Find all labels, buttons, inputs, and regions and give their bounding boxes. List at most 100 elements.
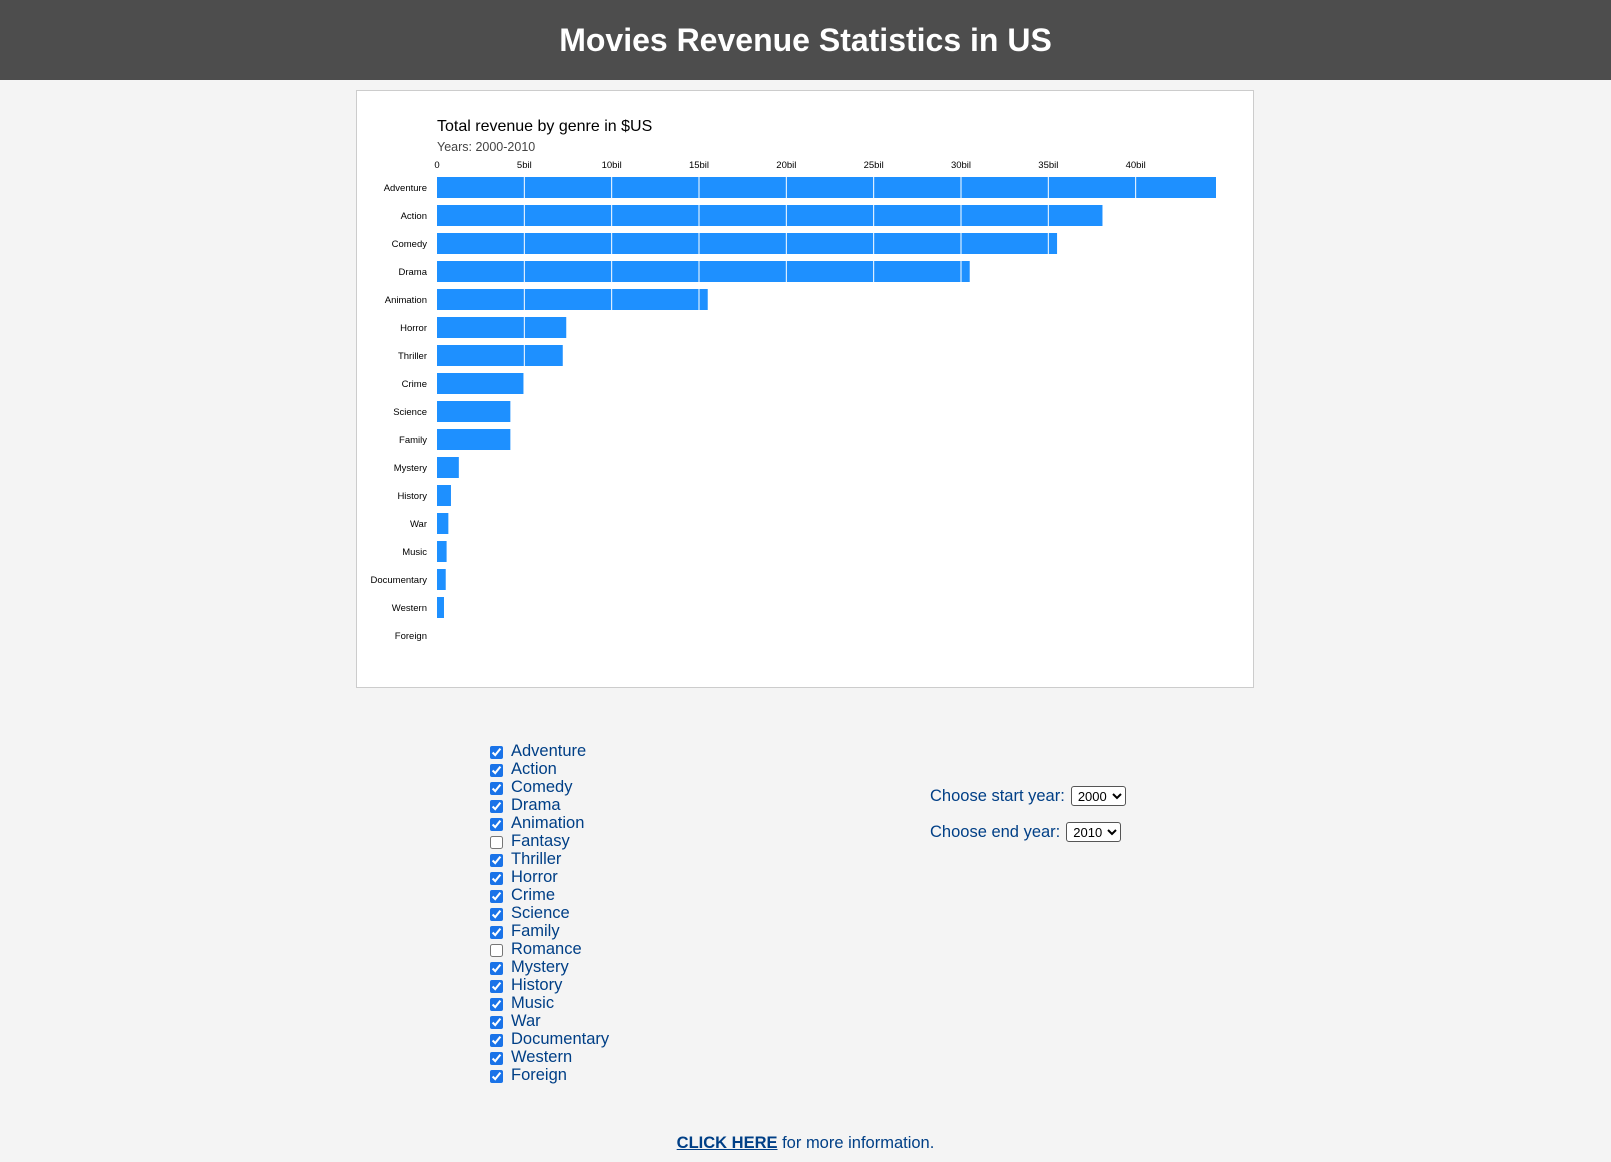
genre-checkbox[interactable]	[490, 979, 503, 993]
bar-family[interactable]	[437, 429, 511, 450]
category-label: Horror	[400, 323, 427, 334]
genre-item[interactable]: Romance	[490, 940, 609, 958]
genre-checkbox[interactable]	[490, 853, 503, 867]
end-year-row: Choose end year: 2010	[930, 822, 1126, 842]
bar-science[interactable]	[437, 401, 511, 422]
category-label: War	[410, 519, 427, 530]
genre-checkbox[interactable]	[490, 835, 503, 849]
bar-western[interactable]	[437, 597, 444, 618]
genre-label: Adventure	[511, 742, 587, 760]
y-axis-category-labels: Adventure Action Comedy Drama Animation Horro…	[371, 183, 428, 642]
category-label: Music	[402, 547, 427, 558]
genre-checkbox[interactable]	[490, 907, 503, 921]
genre-item[interactable]: History	[490, 976, 609, 994]
category-label: Western	[392, 603, 427, 614]
genre-item[interactable]: Thriller	[490, 850, 609, 868]
genre-label: Fantasy	[511, 832, 570, 850]
page-title: Movies Revenue Statistics in US	[559, 21, 1052, 58]
genre-label: Thriller	[511, 850, 562, 868]
genre-checkbox[interactable]	[490, 817, 503, 831]
genre-checkbox[interactable]	[490, 871, 503, 885]
category-label: Documentary	[371, 575, 428, 586]
genre-checkbox[interactable]	[490, 1015, 503, 1029]
more-info-link[interactable]: CLICK HERE	[676, 1134, 778, 1152]
chart-card: Total revenue by genre in $US Years: 200…	[356, 90, 1254, 688]
bar-mystery[interactable]	[437, 457, 459, 478]
start-year-label: Choose start year:	[930, 786, 1065, 805]
bar-history[interactable]	[437, 485, 451, 506]
genre-label: Foreign	[511, 1066, 567, 1084]
genre-label: History	[511, 976, 563, 994]
genre-item[interactable]: Horror	[490, 868, 609, 886]
start-year-row: Choose start year: 2000	[930, 786, 1126, 806]
genre-label: Documentary	[511, 1030, 610, 1048]
category-label: Family	[399, 435, 427, 446]
footer: CLICK HERE for more information.	[0, 1134, 1611, 1153]
genre-item[interactable]: Drama	[490, 796, 609, 814]
x-tick-label: 20bil	[776, 160, 796, 171]
bar-action[interactable]	[437, 205, 1103, 226]
category-label: Science	[393, 407, 427, 418]
genre-item[interactable]: Foreign	[490, 1066, 609, 1084]
bar-drama[interactable]	[437, 261, 970, 282]
category-label: Drama	[398, 267, 427, 278]
page-header: Movies Revenue Statistics in US	[0, 0, 1611, 80]
bar-adventure[interactable]	[437, 177, 1216, 198]
genre-item[interactable]: Action	[490, 760, 609, 778]
genre-item[interactable]: War	[490, 1012, 609, 1030]
end-year-label: Choose end year:	[930, 822, 1061, 841]
category-label: Mystery	[394, 463, 428, 474]
genre-label: War	[511, 1012, 541, 1030]
bar-documentary[interactable]	[437, 569, 446, 590]
x-tick-label: 25bil	[864, 160, 884, 171]
genre-checkbox[interactable]	[490, 1051, 503, 1065]
genre-item[interactable]: Mystery	[490, 958, 609, 976]
bar-thriller[interactable]	[437, 345, 563, 366]
bar-comedy[interactable]	[437, 233, 1058, 254]
category-label: Adventure	[384, 183, 427, 194]
genre-item[interactable]: Adventure	[490, 742, 609, 760]
genre-checkbox[interactable]	[490, 1069, 503, 1083]
bar-war[interactable]	[437, 513, 449, 534]
genre-checkbox[interactable]	[490, 925, 503, 939]
genre-item[interactable]: Animation	[490, 814, 609, 832]
category-label: Action	[401, 211, 427, 222]
genre-checkbox[interactable]	[490, 763, 503, 777]
bar-music[interactable]	[437, 541, 447, 562]
genre-label: Comedy	[511, 778, 573, 796]
bar-animation[interactable]	[437, 289, 708, 310]
genre-item[interactable]: Comedy	[490, 778, 609, 796]
genre-checkbox[interactable]	[490, 997, 503, 1011]
genre-item[interactable]: Fantasy	[490, 832, 609, 850]
start-year-select[interactable]: 2000	[1070, 786, 1126, 806]
genre-item[interactable]: Family	[490, 922, 609, 940]
genre-checkbox[interactable]	[490, 745, 503, 759]
genre-checkbox[interactable]	[490, 889, 503, 903]
bar-horror[interactable]	[437, 317, 567, 338]
genre-checkbox[interactable]	[490, 799, 503, 813]
category-label: Thriller	[398, 351, 427, 362]
genre-label: Family	[511, 922, 560, 940]
genre-label: Mystery	[511, 958, 569, 976]
x-tick-label: 5bil	[517, 160, 532, 171]
genre-label: Horror	[511, 868, 558, 886]
genre-item[interactable]: Western	[490, 1048, 609, 1066]
bar-crime[interactable]	[437, 373, 524, 394]
genre-checkbox[interactable]	[490, 943, 503, 957]
end-year-select[interactable]: 2010	[1066, 822, 1122, 842]
genre-checkbox[interactable]	[490, 1033, 503, 1047]
bars-group	[437, 177, 1216, 618]
genre-label: Romance	[511, 940, 582, 958]
genre-item[interactable]: Crime	[490, 886, 609, 904]
x-tick-label: 15bil	[689, 160, 709, 171]
genre-label: Animation	[511, 814, 585, 832]
category-label: Foreign	[395, 631, 427, 642]
genre-item[interactable]: Documentary	[490, 1030, 609, 1048]
genre-label: Crime	[511, 886, 555, 904]
genre-item[interactable]: Music	[490, 994, 609, 1012]
genre-checkbox[interactable]	[490, 961, 503, 975]
genre-checkbox[interactable]	[490, 781, 503, 795]
category-label: History	[397, 491, 427, 502]
genre-item[interactable]: Science	[490, 904, 609, 922]
chart-subtitle: Years: 2000-2010	[437, 140, 535, 154]
